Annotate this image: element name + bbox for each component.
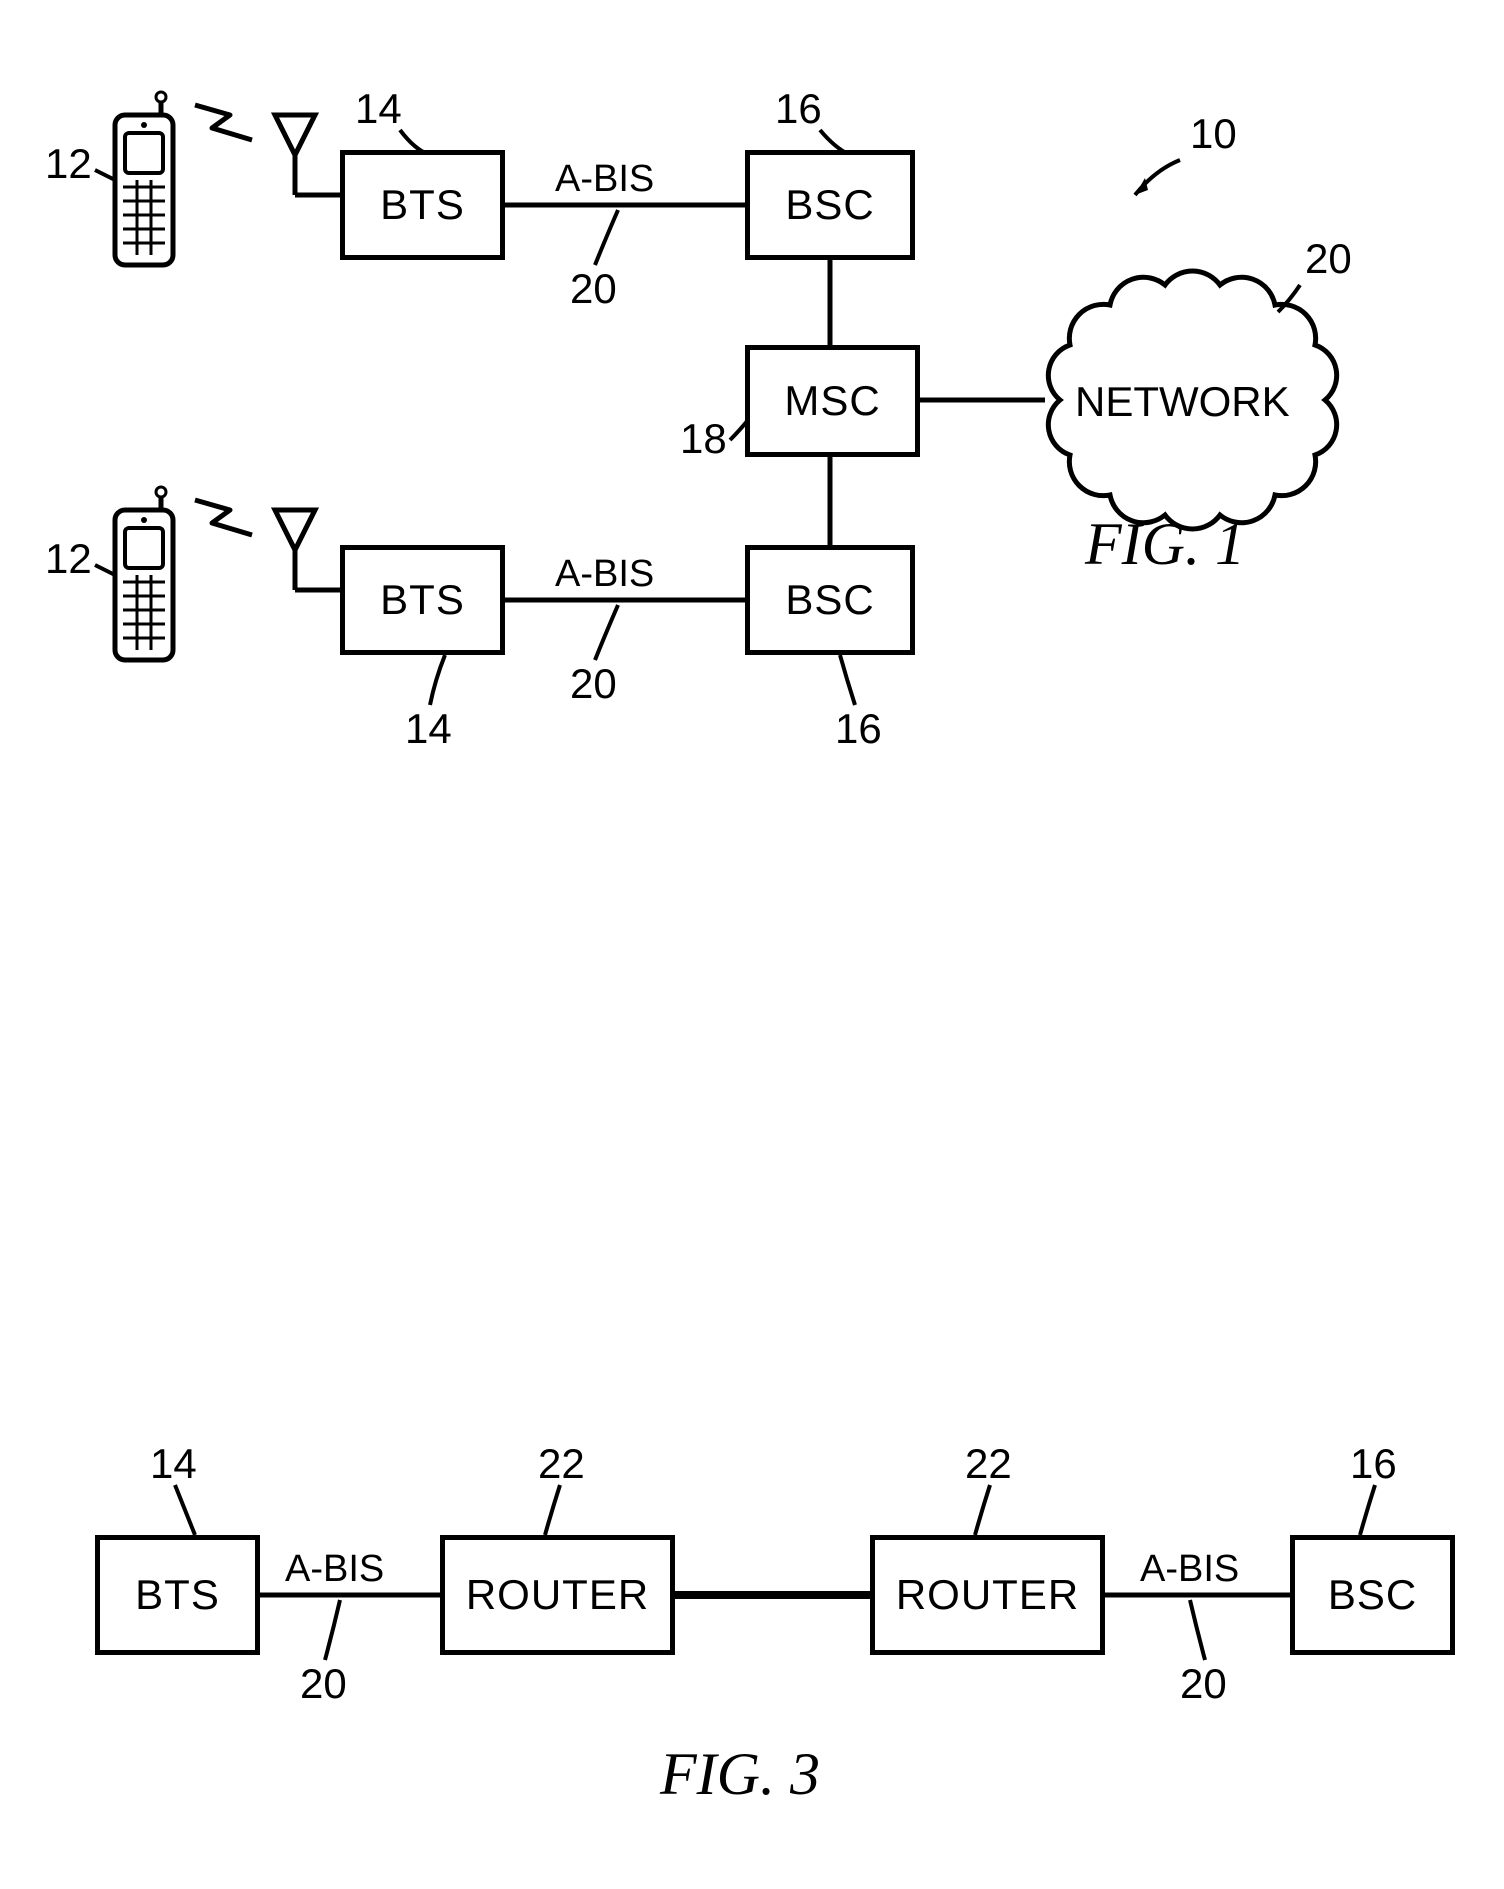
fig3-ref-20b: 20 <box>1180 1660 1227 1708</box>
ref-12-bot: 12 <box>45 535 92 583</box>
phone-icon <box>115 487 173 660</box>
network-label: NETWORK <box>1075 378 1290 426</box>
ref-16-top: 16 <box>775 85 822 133</box>
fig3-ref-16: 16 <box>1350 1440 1397 1488</box>
fig3-bsc-box: BSC <box>1290 1535 1455 1655</box>
fig3-bts-box: BTS <box>95 1535 260 1655</box>
bsc-label: BSC <box>785 181 874 229</box>
bts-box-bot: BTS <box>340 545 505 655</box>
ref-10: 10 <box>1190 110 1237 158</box>
bsc-box-top: BSC <box>745 150 915 260</box>
fig3-router-box-1: ROUTER <box>440 1535 675 1655</box>
fig3-ref-14: 14 <box>150 1440 197 1488</box>
fig3-abis-left: A-BIS <box>285 1548 384 1591</box>
msc-box: MSC <box>745 345 920 457</box>
fig1-title: FIG. 1 <box>1085 510 1245 579</box>
ref-20-abis-bot: 20 <box>570 660 617 708</box>
abis-label-bot: A-BIS <box>555 553 654 596</box>
fig3-router-box-2: ROUTER <box>870 1535 1105 1655</box>
bsc-box-bot: BSC <box>745 545 915 655</box>
abis-label-top: A-BIS <box>555 158 654 201</box>
ref-18: 18 <box>680 415 727 463</box>
msc-label: MSC <box>784 377 880 425</box>
bts-box-top: BTS <box>340 150 505 260</box>
ref-12-top: 12 <box>45 140 92 188</box>
router-label: ROUTER <box>466 1571 649 1619</box>
bts-label: BTS <box>135 1571 220 1619</box>
bts-label: BTS <box>380 181 465 229</box>
fig3-ref-20a: 20 <box>300 1660 347 1708</box>
fig3-title: FIG. 3 <box>660 1740 820 1809</box>
fig3-ref-22b: 22 <box>965 1440 1012 1488</box>
phone-icon <box>115 92 173 265</box>
router-label: ROUTER <box>896 1571 1079 1619</box>
fig3-abis-right: A-BIS <box>1140 1548 1239 1591</box>
bts-label: BTS <box>380 576 465 624</box>
ref-14-top: 14 <box>355 85 402 133</box>
bsc-label: BSC <box>1328 1571 1417 1619</box>
ref-14-bot: 14 <box>405 705 452 753</box>
ref-20-abis-top: 20 <box>570 265 617 313</box>
ref-16-bot: 16 <box>835 705 882 753</box>
ref-20-network: 20 <box>1305 235 1352 283</box>
bsc-label: BSC <box>785 576 874 624</box>
fig3-ref-22a: 22 <box>538 1440 585 1488</box>
